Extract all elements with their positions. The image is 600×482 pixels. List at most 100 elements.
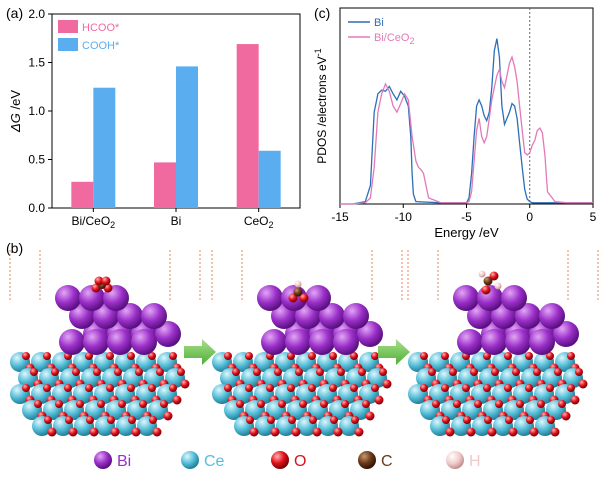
o-atom (330, 416, 338, 424)
o-atom (139, 400, 147, 408)
o-atom (350, 352, 358, 360)
o-atom (232, 368, 240, 376)
o-atom (341, 400, 349, 408)
x-tick-label: CeO2 (244, 214, 274, 230)
legend-atom-h (446, 451, 464, 469)
o-atom (474, 400, 482, 408)
o-atom (72, 368, 80, 376)
o-atom (127, 352, 135, 360)
o-atom (299, 400, 307, 408)
bi-atom (505, 329, 531, 355)
o-atom (320, 400, 328, 408)
h-atom (478, 270, 486, 278)
o-atom (508, 427, 518, 437)
pdos-line-0 (340, 38, 593, 205)
o-atom (93, 368, 101, 376)
bi-atom (501, 285, 527, 311)
c-atom (483, 276, 493, 286)
o-atom (466, 427, 476, 437)
x-tick-label: Bi (171, 214, 182, 228)
o-atom (481, 285, 491, 295)
o-atom (309, 416, 317, 424)
o-atom (44, 416, 52, 424)
bar-cooh (176, 66, 198, 208)
o-atom (106, 384, 114, 392)
bi-atom (553, 321, 579, 347)
o-atom (504, 352, 512, 360)
o-atom (362, 400, 370, 408)
o-atom (449, 368, 457, 376)
panel-label-b: (b) (6, 240, 23, 256)
bi-ceo2-structure-3 (407, 250, 599, 437)
legend-label: Bi (374, 17, 384, 29)
o-atom (428, 368, 436, 376)
y-axis-label: PDOS /electrons eV-1 (313, 48, 329, 163)
o-atom (128, 416, 136, 424)
o-atom (156, 368, 164, 376)
bi-atom (539, 303, 565, 329)
o-atom (432, 400, 440, 408)
o-atom (160, 400, 168, 408)
bi-atom (107, 329, 133, 355)
o-atom (371, 384, 379, 392)
o-atom (224, 352, 232, 360)
o-atom (114, 368, 122, 376)
bar-hcoo (154, 162, 176, 208)
bi-atom (59, 329, 85, 355)
o-atom (484, 416, 492, 424)
o-atom (441, 352, 449, 360)
o-atom (278, 400, 286, 408)
o-atom (22, 352, 30, 360)
o-atom (267, 416, 275, 424)
legend-swatch (58, 38, 78, 51)
o-atom (337, 368, 345, 376)
o-atom (554, 368, 562, 376)
bi-atom (457, 329, 483, 355)
bar-hcoo (236, 44, 259, 208)
o-atom (163, 411, 173, 421)
bi-atom (83, 329, 109, 355)
o-atom (169, 384, 177, 392)
legend-atom-c (358, 451, 376, 469)
o-atom (257, 400, 265, 408)
legend-label: Bi/CeO2 (374, 32, 414, 46)
bi-atom (515, 303, 541, 329)
o-atom (177, 368, 185, 376)
y-tick-label: 1.5 (28, 56, 45, 70)
o-atom (567, 384, 575, 392)
x-tick-label: Bi/CeO2 (71, 214, 115, 230)
bi-atom (309, 329, 335, 355)
h-atom (294, 280, 302, 288)
o-atom (516, 400, 524, 408)
o-atom (365, 411, 375, 421)
bi-ceo2-structure-2 (211, 250, 403, 437)
o-atom (110, 427, 120, 437)
bi-atom (333, 329, 359, 355)
o-atom (546, 352, 554, 360)
o-atom (76, 400, 84, 408)
o-atom (537, 400, 545, 408)
o-atom (329, 352, 337, 360)
bi-atom (141, 303, 167, 329)
o-atom (351, 416, 359, 424)
o-atom (495, 400, 503, 408)
o-atom (462, 384, 470, 392)
o-atom (68, 427, 78, 437)
o-atom (487, 427, 497, 437)
o-atom (420, 352, 428, 360)
o-atom (85, 384, 93, 392)
o-atom (55, 400, 63, 408)
o-atom (288, 416, 296, 424)
o-atom (420, 384, 428, 392)
o-atom (245, 384, 253, 392)
o-atom (274, 368, 282, 376)
y-tick-label: 0.0 (28, 201, 45, 215)
bar-cooh (93, 87, 116, 208)
o-atom (30, 368, 38, 376)
o-atom (547, 416, 555, 424)
o-atom (51, 368, 59, 376)
o-atom (149, 416, 157, 424)
o-atom (180, 379, 190, 389)
pdos-line-1 (340, 54, 593, 205)
o-atom (65, 416, 73, 424)
